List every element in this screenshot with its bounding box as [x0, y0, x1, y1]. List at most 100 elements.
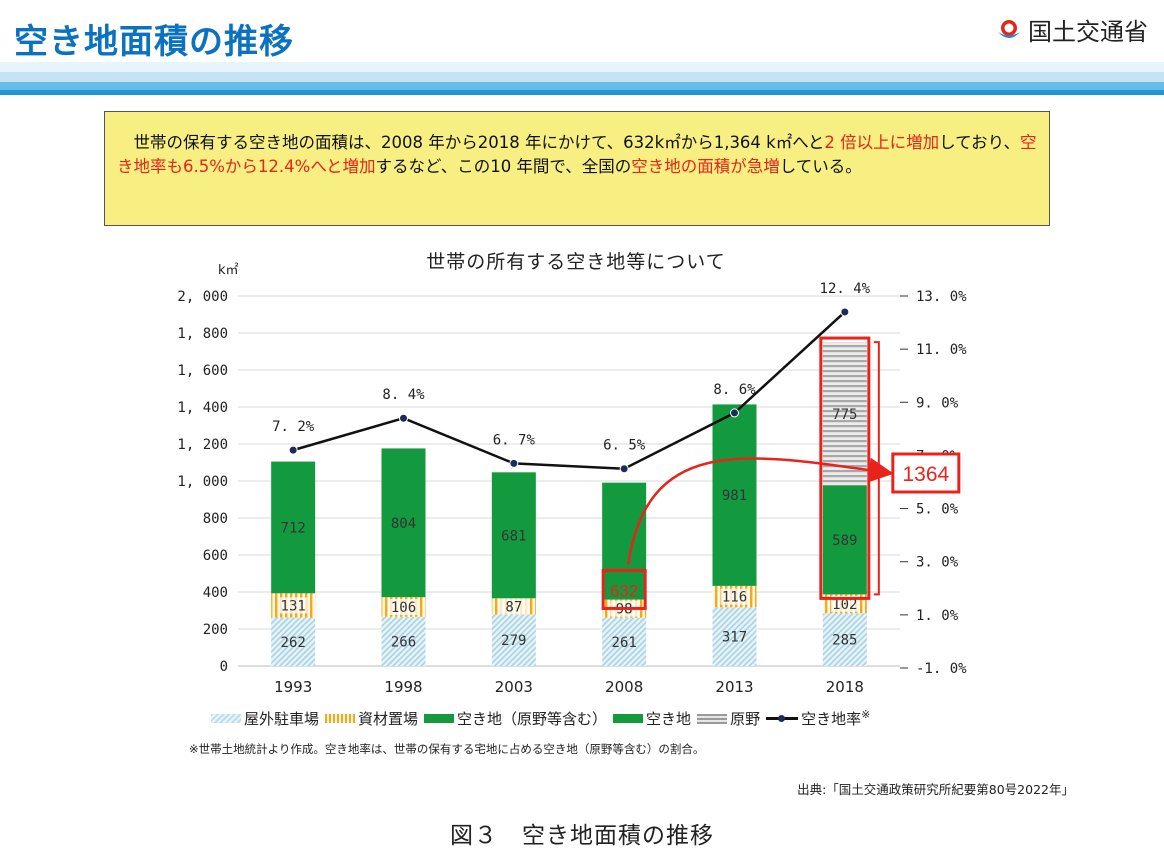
source-citation: 出典:「国土交通政策研究所紀要第80号2022年」 — [797, 782, 1074, 797]
bar-value-label: 116 — [722, 590, 747, 606]
bar-value-label: 681 — [501, 528, 526, 544]
summary-highlight-1: 2 倍以上に増加 — [824, 133, 940, 152]
bar-value-label: 279 — [501, 633, 526, 649]
legend-swatch-parking — [211, 714, 241, 723]
bar-value-label: 266 — [391, 634, 416, 650]
figure-caption: 図３ 空き地面積の推移 — [450, 823, 714, 849]
y-tick-label: 0 — [220, 659, 228, 675]
ministry-name: 国土交通省 — [1028, 18, 1148, 46]
legend-swatch-vacant-incl — [424, 714, 455, 723]
bar-value-label: 775 — [832, 407, 857, 423]
bar-vacant-incl — [271, 461, 316, 594]
bar-value-label: 804 — [391, 516, 416, 532]
summary-text-4: している。 — [779, 157, 862, 176]
bar-parking — [271, 617, 316, 666]
rate-point — [619, 464, 629, 474]
summary-box: 世帯の保有する空き地の面積は、2008 年から2018 年にかけて、632k㎡か… — [104, 111, 1050, 226]
rate-value-label: 8. 4% — [382, 387, 425, 403]
bar-value-label: 106 — [391, 600, 416, 616]
y-tick-label: 600 — [203, 548, 228, 564]
bar-parking — [381, 616, 426, 666]
y2-tick-label: 1. 0% — [916, 608, 959, 624]
rate-point — [288, 445, 298, 455]
legend-swatch-materials — [325, 714, 356, 723]
rate-line-path — [292, 311, 846, 470]
chart-title: 世帯の所有する空き地等について — [426, 251, 726, 273]
x-tick-label: 1998 — [384, 678, 422, 696]
rate-value-label: 6. 7% — [493, 432, 536, 448]
legend-item-materials: 資材置場 — [325, 708, 418, 729]
area-chart: k㎡ 2, 000 1, 800 1, 600 1, 400 1, 200 1, 000 8… — [177, 263, 967, 696]
summary-highlight-2: 空き地率も6.5%から12.4%へと増加 — [117, 133, 1037, 176]
bar-value-label: 712 — [281, 520, 306, 536]
y-tick-label: 1, 400 — [177, 400, 228, 416]
annotation-bracket — [873, 341, 880, 596]
bar-label-backdrop — [720, 588, 749, 605]
growth-annotation: 632 1364 — [601, 336, 961, 610]
grid — [238, 295, 900, 667]
y2-tick-label: 5. 0% — [916, 502, 959, 518]
y2-tick-label: 11. 0% — [916, 342, 967, 358]
rate-point — [509, 458, 519, 468]
summary-highlight-3: 空き地の面積が急増 — [631, 157, 780, 176]
y-tick-label: 1, 200 — [177, 437, 228, 453]
annotation-end-label: 1364 — [902, 463, 949, 486]
bar-vacant-incl — [602, 482, 647, 600]
bar-label-backdrop — [279, 597, 308, 614]
summary-text-1: 世帯の保有する空き地の面積は、2008 年から2018 年にかけて、632k㎡か… — [117, 133, 825, 152]
y-axis: 2, 000 1, 800 1, 600 1, 400 1, 200 1, 000 800 6… — [177, 289, 228, 675]
y-tick-label: 1, 000 — [177, 474, 228, 490]
bar-value-label: 589 — [832, 533, 857, 549]
bar-wilderness — [822, 342, 867, 486]
y-tick-label: 200 — [203, 622, 228, 638]
rate-value-label: 6. 5% — [603, 438, 646, 454]
rate-point — [399, 413, 408, 423]
bar-vacant-incl — [381, 448, 426, 598]
rate-value-label: 12. 4% — [820, 281, 871, 297]
annotation-arrow — [626, 457, 894, 565]
bar-value-label: 87 — [505, 599, 522, 615]
header-band-light — [0, 62, 1164, 72]
bar-value-label: 262 — [281, 635, 306, 651]
legend-swatch-vacant — [613, 714, 644, 723]
y-tick-label: 800 — [203, 511, 228, 527]
bar-value-label: 102 — [832, 597, 857, 613]
ministry-logo: 国土交通省 — [996, 12, 1148, 47]
summary-text-3: するなど、この10 年間で、全国の — [375, 157, 632, 176]
y2-tick-label: -1. 0% — [916, 661, 967, 677]
bar-parking — [491, 614, 536, 666]
y-tick-label: 1, 600 — [177, 363, 228, 379]
bar-value-label: 285 — [832, 633, 857, 649]
y-tick-label: 2, 000 — [177, 289, 228, 305]
header-band-mid — [0, 72, 1164, 82]
bar-vacant — [822, 485, 867, 595]
x-tick-label: 2008 — [605, 678, 643, 696]
bar-label-backdrop — [389, 598, 418, 615]
bar-value-label: 981 — [722, 488, 747, 504]
y2-tick-label: 3. 0% — [916, 555, 959, 571]
x-tick-label: 2013 — [715, 678, 753, 696]
page-title: 空き地面積の推移 — [14, 22, 294, 62]
legend-item-parking: 屋外駐車場 — [211, 708, 319, 729]
rate-point — [840, 307, 850, 317]
rate-value-label: 8. 6% — [713, 382, 756, 398]
bar-vacant-incl — [712, 404, 757, 586]
y-tick-label: 1, 800 — [177, 326, 228, 342]
legend-swatch-rate — [766, 714, 799, 723]
y-unit-label: k㎡ — [218, 263, 239, 278]
bar-parking — [712, 607, 757, 666]
legend-item-vacant-incl: 空き地（原野等含む） — [424, 708, 607, 729]
bar-value-label: 317 — [722, 630, 747, 646]
rate-line: 7. 2% 8. 4% 6. 7% 6. 5% 8. 6% 12. 4% — [272, 281, 871, 474]
header-band-accent — [0, 82, 1164, 90]
annotation-start-label: 632 — [610, 581, 638, 600]
y2-tick-label: 13. 0% — [916, 289, 967, 305]
bar-parking — [602, 617, 647, 666]
x-tick-label: 2003 — [495, 678, 533, 696]
y2-axis: 13. 0%11. 0%9. 0%7. 0%5. 0%3. 0%1. 0%-1.… — [900, 289, 967, 677]
bar-value-label: 261 — [612, 635, 637, 651]
bar-label-backdrop — [499, 598, 528, 615]
rate-point — [730, 408, 739, 418]
annotation-end-box — [891, 452, 961, 494]
header-band-dark — [0, 90, 1164, 95]
